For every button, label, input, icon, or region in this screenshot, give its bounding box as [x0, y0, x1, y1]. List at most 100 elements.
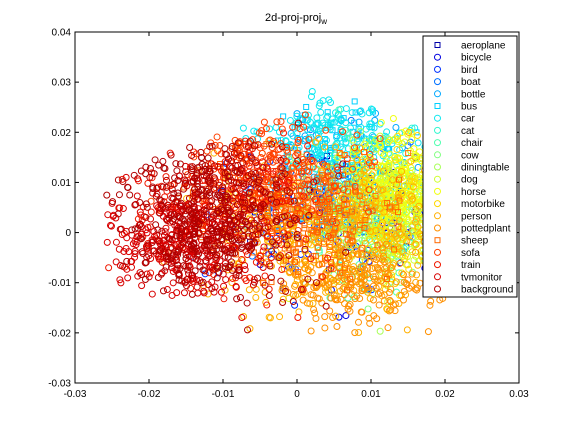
scatter-point [133, 192, 141, 200]
scatter-point [262, 125, 270, 133]
legend-label: bicycle [461, 53, 492, 64]
scatter-point [306, 186, 314, 194]
scatter-point [308, 144, 316, 152]
scatter-point [174, 208, 182, 216]
scatter-point [275, 254, 283, 262]
scatter-point [324, 232, 332, 240]
scatter-point [386, 205, 393, 212]
scatter-point [134, 175, 142, 183]
scatter-point [341, 265, 348, 272]
scatter-point [151, 232, 159, 240]
scatter-point [124, 274, 132, 282]
legend-marker [434, 151, 441, 159]
scatter-point [238, 256, 246, 264]
scatter-point [256, 252, 264, 260]
scatter-point [326, 307, 334, 315]
scatter-point [358, 284, 366, 292]
scatter-point [276, 197, 284, 205]
scatter-point [277, 136, 285, 144]
scatter-point [352, 246, 360, 254]
scatter-point [261, 281, 269, 289]
scatter-point [162, 176, 170, 184]
scatter-point [267, 254, 275, 262]
legend-marker [434, 212, 441, 220]
scatter-point [252, 294, 260, 302]
scatter-point [384, 149, 392, 157]
scatter-point [326, 246, 334, 254]
scatter-point [290, 181, 298, 189]
scatter-point [396, 243, 404, 251]
scatter-point [136, 220, 144, 228]
scatter-point [321, 240, 328, 247]
scatter-point [192, 209, 200, 217]
scatter-point [300, 123, 308, 131]
scatter-point [182, 251, 190, 259]
scatter-point [380, 151, 388, 159]
scatter-point [355, 328, 363, 336]
scatter-point [239, 124, 247, 132]
scatter-point [234, 139, 242, 147]
scatter-point [223, 233, 231, 241]
scatter-point [357, 107, 365, 115]
scatter-point [317, 152, 325, 160]
scatter-point [202, 192, 210, 200]
scatter-point [361, 140, 369, 148]
scatter-point [387, 285, 395, 293]
legend-marker [434, 187, 441, 195]
scatter-point [170, 180, 178, 188]
scatter-point [398, 189, 406, 197]
scatter-point [277, 118, 285, 126]
scatter-point [228, 266, 236, 274]
scatter-point [324, 254, 332, 262]
scatter-point [289, 297, 297, 305]
scatter-point [406, 246, 414, 254]
scatter-point [180, 289, 188, 297]
scatter-point [369, 145, 377, 153]
scatter-point [245, 162, 253, 170]
y-tick-label: 0 [65, 228, 71, 239]
scatter-point [380, 258, 388, 266]
scatter-point [396, 146, 404, 154]
scatter-point [322, 302, 330, 310]
x-tick-label: -0.03 [64, 389, 87, 400]
scatter-point [173, 222, 181, 230]
scatter-point [384, 135, 392, 143]
scatter-point [167, 182, 175, 190]
scatter-point [272, 167, 280, 175]
scatter-point [242, 174, 250, 182]
scatter-point [364, 305, 372, 313]
scatter-point [119, 262, 127, 270]
scatter-point [263, 301, 271, 309]
scatter-point [187, 213, 195, 221]
scatter-point [357, 222, 364, 229]
scatter-point [164, 253, 172, 261]
scatter-point [304, 275, 312, 283]
scatter-point [260, 243, 268, 251]
scatter-point [228, 142, 236, 150]
scatter-point [412, 205, 420, 213]
scatter-point [188, 242, 196, 250]
scatter-point [278, 143, 286, 151]
scatter-point [309, 163, 317, 171]
scatter-point [304, 193, 312, 201]
scatter-point [182, 168, 190, 176]
scatter-point [216, 191, 224, 199]
scatter-point [324, 168, 332, 176]
scatter-point [228, 157, 236, 165]
scatter-point [228, 246, 236, 254]
scatter-point [240, 205, 248, 213]
scatter-point [396, 154, 404, 162]
scatter-point [142, 170, 150, 178]
scatter-point [221, 220, 229, 228]
scatter-point [365, 109, 373, 117]
scatter-point [292, 216, 300, 224]
scatter-point [426, 301, 434, 309]
scatter-point [299, 160, 307, 168]
scatter-point [318, 273, 326, 281]
scatter-point [358, 250, 366, 258]
scatter-point [254, 141, 262, 149]
scatter-point [217, 150, 225, 158]
scatter-point [383, 128, 391, 136]
scatter-point [379, 248, 387, 256]
scatter-point [227, 258, 235, 266]
